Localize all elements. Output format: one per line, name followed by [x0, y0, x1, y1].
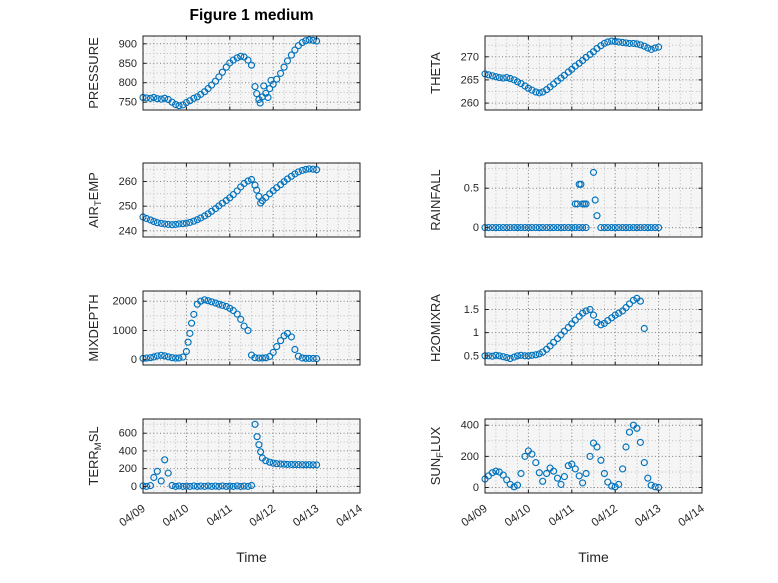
y-tick-label: 400: [119, 445, 137, 457]
y-tick-label: 0: [131, 481, 137, 493]
x-tick-label: 04/11: [547, 503, 577, 529]
y-tick-label: 260: [119, 176, 137, 188]
scatter-series-rainfall: [481, 168, 663, 232]
y-tick-label: 1.5: [464, 304, 479, 316]
y-tick-label: 400: [461, 420, 479, 432]
x-tick-label: 04/14: [334, 502, 365, 529]
major-grid: [143, 36, 360, 110]
y-tick-label: 850: [119, 58, 137, 70]
figure-title: Figure 1 medium: [189, 7, 314, 24]
y-tick-label: 1000: [113, 325, 137, 337]
tick-marks: [484, 163, 703, 237]
tick-marks: [142, 163, 361, 237]
axes-box: [484, 35, 703, 111]
y-axis-label-theta: THETA: [428, 52, 443, 94]
tick-marks: [484, 291, 703, 365]
subplot-sun-flux: 0 200 400 SUNFLUX 04/09 04/10 04/11 04/12 04/13 0…: [428, 418, 707, 565]
y-tick-label: 800: [119, 77, 137, 89]
y-axis-label-h2omixra: H2OMIXRA: [428, 294, 443, 362]
subplot-theta: 260 265 270 THETA: [428, 35, 703, 111]
axes-box: [142, 418, 361, 494]
subplot-mixdepth: 0 1000 2000 MIXDEPTH: [86, 290, 361, 366]
subplot-terr-msl: 0 200 400 600 TERRMSL 04/09 04/10 04/11 04/12 04/…: [86, 418, 365, 565]
y-tick-label: 600: [119, 428, 137, 440]
y-tick-label: 0: [473, 482, 479, 494]
major-grid: [485, 419, 702, 493]
y-tick-label: 200: [119, 463, 137, 475]
y-tick-label: 270: [461, 51, 479, 63]
x-tick-label: 04/13: [291, 503, 321, 530]
major-grid: [143, 419, 360, 493]
x-tick-label: 04/10: [503, 503, 533, 530]
y-axis-label-mixdepth: MIXDEPTH: [86, 294, 101, 361]
y-axis-label-sun-flux: SUNFLUX: [428, 426, 446, 485]
subplot-h2omixra: 0.5 1 1.5 H2OMIXRA: [428, 290, 703, 366]
minor-grid: [143, 419, 360, 493]
minor-grid: [143, 36, 360, 110]
y-axis-label-rainfall: RAINFALL: [428, 169, 443, 230]
y-tick-label: 1: [473, 327, 479, 339]
scatter-series-pressure: [139, 36, 321, 110]
scatter-series-h2omixra: [481, 294, 648, 363]
axes-box: [142, 290, 361, 366]
y-tick-label: 260: [461, 98, 479, 110]
subplot-rainfall: 0 0.5 RAINFALL: [428, 162, 703, 238]
y-tick-label: 0.5: [464, 183, 479, 195]
y-tick-label: 0: [473, 222, 479, 234]
tick-marks: [142, 419, 361, 493]
y-tick-label: 0: [131, 354, 137, 366]
tick-marks: [142, 291, 361, 365]
x-tick-label: 04/12: [590, 503, 620, 530]
y-tick-label: 2000: [113, 296, 137, 308]
scatter-series-sun-flux: [481, 421, 663, 492]
y-tick-label: 265: [461, 74, 479, 86]
x-tick-label: 04/09: [459, 503, 489, 530]
major-grid: [143, 291, 360, 365]
y-axis-label-air-temp: AIRTEMP: [86, 172, 104, 228]
x-tick-label: 04/14: [676, 502, 707, 529]
y-tick-label: 250: [119, 201, 137, 213]
major-grid: [485, 36, 702, 110]
y-tick-label: 240: [119, 225, 137, 237]
x-tick-label: 04/11: [205, 503, 235, 529]
x-axis-label: Time: [578, 549, 609, 565]
y-axis-label-terr-msl: TERRMSL: [86, 426, 104, 485]
axes-box: [142, 35, 361, 111]
y-tick-label: 900: [119, 38, 137, 50]
x-axis-label: Time: [236, 549, 267, 565]
axes-box: [484, 290, 703, 366]
x-tick-label: 04/10: [161, 503, 191, 530]
tick-marks: [484, 36, 703, 110]
major-grid: [143, 163, 360, 237]
tick-marks: [142, 36, 361, 110]
axes-box: [484, 162, 703, 238]
tick-marks: [484, 419, 703, 493]
y-axis-label-pressure: PRESSURE: [86, 37, 101, 109]
y-tick-label: 750: [119, 97, 137, 109]
y-tick-label: 200: [461, 451, 479, 463]
x-tick-label: 04/12: [248, 503, 278, 530]
minor-grid: [485, 36, 702, 110]
axes-box: [142, 162, 361, 238]
x-tick-label: 04/09: [117, 503, 147, 530]
x-tick-label: 04/13: [633, 503, 663, 530]
y-tick-label: 0.5: [464, 350, 479, 362]
subplot-pressure: 750 800 850 900 PRESSURE: [86, 35, 361, 111]
subplot-air-temp: 240 250 260 AIRTEMP: [86, 162, 361, 238]
